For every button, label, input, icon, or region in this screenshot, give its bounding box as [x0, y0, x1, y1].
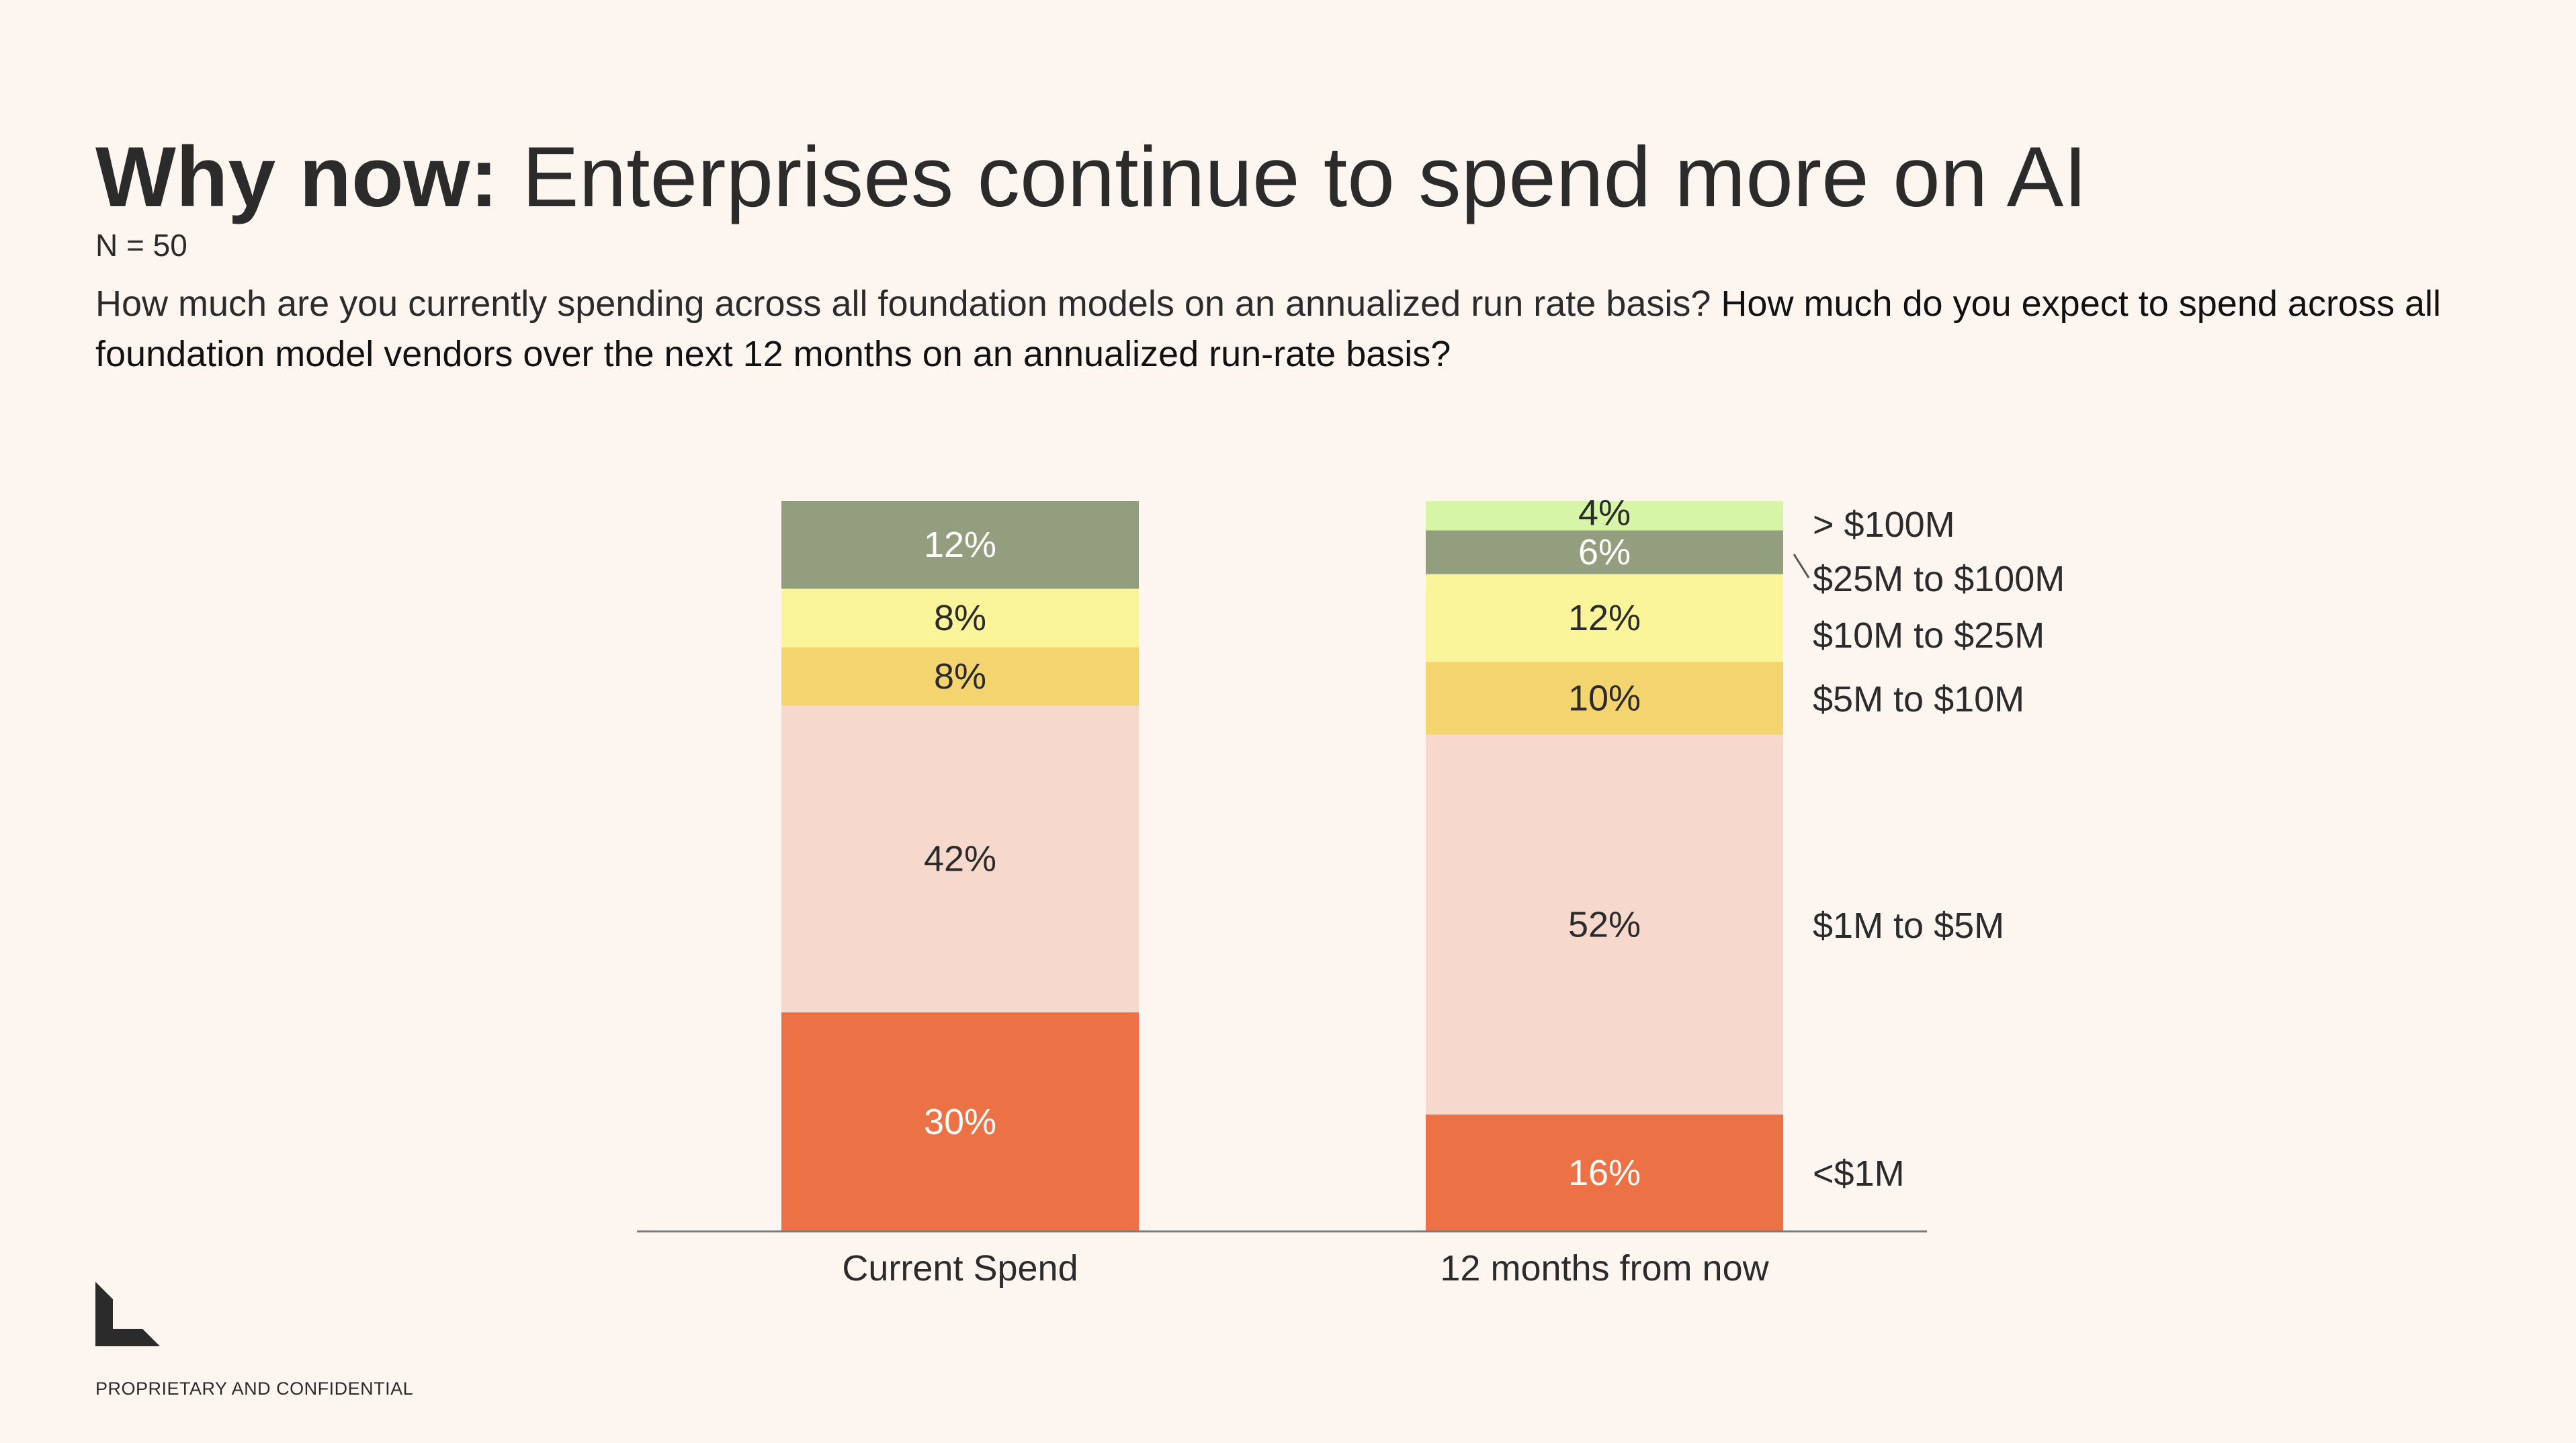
data-label: 6% [1578, 532, 1631, 572]
survey-question: How much are you currently spending acro… [95, 279, 2447, 380]
legend-label-1m: <$1M [1813, 1153, 1905, 1194]
bar-segment-12-months-from-now-1m [1426, 1114, 1783, 1231]
bar-segment-current-spend-25m-to-100m [781, 501, 1139, 589]
bar-segment-current-spend-1m [781, 1012, 1139, 1231]
bar-segment-current-spend-10m-to-25m [781, 588, 1139, 648]
data-label: 8% [934, 598, 986, 638]
data-label: 10% [1568, 678, 1641, 718]
data-label: 52% [1568, 904, 1641, 945]
page-title: Why now: Enterprises continue to spend m… [95, 134, 2088, 220]
bar-segment-12-months-from-now-25m-to-100m [1426, 530, 1783, 574]
bar-segment-12-months-from-now-5m-to-10m [1426, 662, 1783, 735]
data-label: 12% [1568, 598, 1641, 638]
bar-segment-12-months-from-now-1m-to-5m [1426, 734, 1783, 1115]
legend-label-1m-to-5m: $1M to $5M [1813, 906, 2004, 946]
data-label: 30% [924, 1102, 996, 1142]
bar-segment-current-spend-1m-to-5m [781, 705, 1139, 1012]
data-label: 16% [1568, 1153, 1641, 1193]
bar-segment-12-months-from-now-10m-to-25m [1426, 574, 1783, 662]
data-label: 4% [1578, 493, 1631, 533]
sample-size-label: N = 50 [95, 228, 187, 263]
legend-label-10m-to-25m: $10M to $25M [1813, 615, 2045, 656]
bar-segment-12-months-from-now-100m [1426, 501, 1783, 531]
title-emphasis: Why now: [95, 129, 499, 224]
category-label: Current Spend [842, 1248, 1078, 1288]
confidentiality-footer: PROPRIETARY AND CONFIDENTIAL [95, 1379, 414, 1399]
data-label: 8% [934, 656, 986, 697]
question-current: How much are you currently spending acro… [95, 283, 1711, 324]
legend-label-5m-to-10m: $5M to $10M [1813, 679, 2024, 719]
data-label: 12% [924, 525, 996, 565]
bar-segment-current-spend-5m-to-10m [781, 647, 1139, 706]
legend-label-100m: > $100M [1813, 505, 1955, 545]
question-future: How much do you expect to spend across a… [95, 283, 2441, 374]
category-label: 12 months from now [1440, 1248, 1769, 1288]
data-label: 42% [924, 839, 996, 879]
legend-label-25m-to-100m: $25M to $100M [1813, 559, 2065, 599]
title-text: Enterprises continue to spend more on AI [498, 129, 2088, 224]
logo-icon [95, 1282, 160, 1350]
legend-leader-line [1793, 554, 1810, 578]
